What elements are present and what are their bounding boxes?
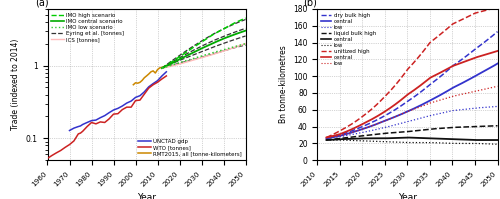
X-axis label: Year: Year <box>137 193 156 199</box>
X-axis label: Year: Year <box>398 193 417 199</box>
Y-axis label: Bn tonne-kilometres: Bn tonne-kilometres <box>278 46 287 123</box>
Text: (a): (a) <box>36 0 49 7</box>
Text: (b): (b) <box>303 0 317 7</box>
Y-axis label: Trade (indexed to 2014): Trade (indexed to 2014) <box>11 39 20 130</box>
Legend: UNCTAD gdp, WTO [tonnes], RMT2015, all [tonne-kilometers]: UNCTAD gdp, WTO [tonnes], RMT2015, all [… <box>138 138 243 157</box>
Legend: dry bulk high, central, low, liquid bulk high, central, low, unitized high, cent: dry bulk high, central, low, liquid bulk… <box>320 12 377 67</box>
